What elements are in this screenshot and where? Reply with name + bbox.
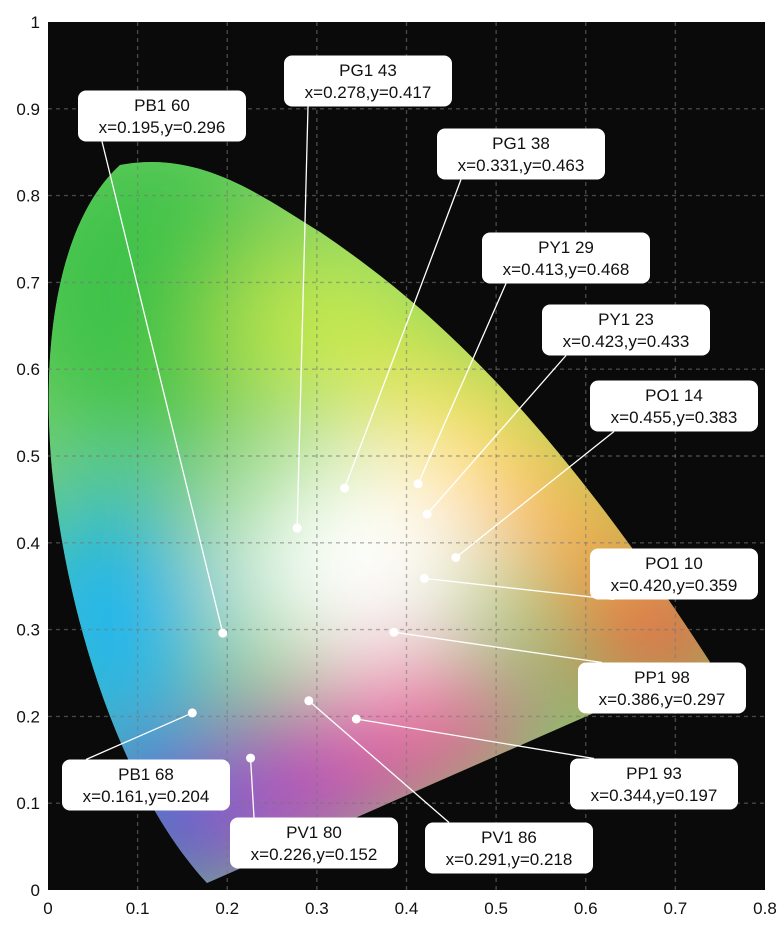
- point-coords: x=0.331,y=0.463: [458, 156, 585, 175]
- point-name: PB1 60: [134, 96, 190, 115]
- label-box: [542, 304, 710, 356]
- data-point: [246, 753, 256, 763]
- callout-py1-29: PY1 29 x=0.413,y=0.468: [413, 232, 650, 489]
- label-box: [62, 759, 230, 811]
- point-coords: x=0.161,y=0.204: [83, 787, 210, 806]
- leader-line: [85, 712, 193, 761]
- label-box: [578, 662, 746, 714]
- x-tick-label: 0.6: [574, 899, 598, 918]
- point-coords: x=0.291,y=0.218: [446, 850, 573, 869]
- data-point: [451, 553, 461, 563]
- point-coords: x=0.386,y=0.297: [599, 690, 726, 709]
- leader-line: [426, 355, 567, 515]
- callout-pv1-86: PV1 86 x=0.291,y=0.218: [304, 696, 593, 874]
- data-point: [187, 708, 197, 718]
- leader-line: [424, 577, 615, 601]
- leader-line: [393, 631, 603, 664]
- point-name: PV1 80: [286, 823, 342, 842]
- x-tick-label: 0.7: [664, 899, 688, 918]
- leader-line: [356, 718, 595, 760]
- x-tick-label: 0: [43, 899, 52, 918]
- label-box: [570, 758, 738, 810]
- point-name: PY1 29: [538, 238, 594, 257]
- data-point: [389, 627, 399, 637]
- point-name: PB1 68: [118, 765, 174, 784]
- label-box: [590, 548, 758, 600]
- leader-line: [249, 758, 255, 818]
- data-point: [351, 714, 361, 724]
- point-name: PV1 86: [481, 828, 537, 847]
- y-tick-label: 0.1: [16, 794, 40, 813]
- y-tick-label: 0.9: [16, 100, 40, 119]
- y-tick-label: 0: [31, 881, 40, 900]
- data-point: [340, 483, 350, 493]
- y-tick-label: 0.2: [16, 707, 40, 726]
- x-tick-label: 0.3: [305, 899, 329, 918]
- leader-line: [344, 179, 462, 489]
- x-tick-label: 0.4: [395, 899, 419, 918]
- data-point: [304, 696, 314, 706]
- callout-py1-23: PY1 23 x=0.423,y=0.433: [422, 304, 710, 519]
- data-point: [422, 509, 432, 519]
- point-name: PY1 23: [598, 310, 654, 329]
- point-coords: x=0.344,y=0.197: [591, 786, 718, 805]
- point-coords: x=0.420,y=0.359: [611, 576, 738, 595]
- y-tick-label: 0.3: [16, 621, 40, 640]
- callout-po1-14: PO1 14 x=0.455,y=0.383: [451, 380, 758, 563]
- point-coords: x=0.226,y=0.152: [251, 845, 378, 864]
- x-tick-label: 0.5: [484, 899, 508, 918]
- x-tick-label: 0.8: [753, 899, 777, 918]
- y-tick-label: 0.7: [16, 273, 40, 292]
- leader-line: [296, 106, 309, 529]
- point-name: PG1 43: [339, 61, 397, 80]
- point-coords: x=0.195,y=0.296: [99, 118, 226, 137]
- point-coords: x=0.423,y=0.433: [563, 332, 690, 351]
- callout-pp1-93: PP1 93 x=0.344,y=0.197: [351, 714, 738, 810]
- callout-pv1-80: PV1 80 x=0.226,y=0.152: [230, 753, 398, 869]
- callout-pg1-38: PG1 38 x=0.331,y=0.463: [340, 128, 605, 493]
- data-point: [218, 628, 228, 638]
- label-box: [482, 232, 650, 284]
- callout-po1-10: PO1 10 x=0.420,y=0.359: [419, 548, 758, 601]
- x-tick-label: 0.2: [215, 899, 239, 918]
- data-point: [292, 523, 302, 533]
- callout-pb1-60: PB1 60 x=0.195,y=0.296: [78, 90, 246, 638]
- leader-line: [101, 141, 224, 634]
- point-name: PP1 93: [626, 764, 682, 783]
- x-axis-ticks: 0 0.1 0.2 0.3 0.4 0.5 0.6 0.7 0.8: [43, 899, 777, 918]
- grid: [48, 22, 765, 890]
- callouts: PB1 60 x=0.195,y=0.296 PG1 43 x=0.278,y=0.4…: [62, 55, 758, 874]
- leader-line: [455, 430, 615, 559]
- point-name: PP1 98: [634, 668, 690, 687]
- data-point: [413, 479, 423, 489]
- leader-line: [308, 700, 450, 823]
- y-tick-label: 0.6: [16, 360, 40, 379]
- label-box: [590, 380, 758, 432]
- label-box: [230, 817, 398, 869]
- point-coords: x=0.278,y=0.417: [305, 83, 432, 102]
- x-tick-label: 0.1: [126, 899, 150, 918]
- point-coords: x=0.413,y=0.468: [503, 260, 630, 279]
- label-box: [78, 90, 246, 142]
- leader-line: [417, 283, 507, 485]
- y-tick-label: 1: [31, 13, 40, 32]
- callout-pb1-68: PB1 68 x=0.161,y=0.204: [62, 708, 230, 811]
- point-name: PO1 14: [645, 386, 703, 405]
- label-box: [437, 128, 605, 180]
- y-axis-ticks: 0 0.1 0.2 0.3 0.4 0.5 0.6 0.7 0.8 0.9 1: [16, 13, 40, 900]
- y-tick-label: 0.5: [16, 447, 40, 466]
- point-name: PG1 38: [492, 134, 550, 153]
- point-coords: x=0.455,y=0.383: [611, 408, 738, 427]
- y-tick-label: 0.4: [16, 534, 40, 553]
- y-tick-label: 0.8: [16, 187, 40, 206]
- data-point: [419, 573, 429, 583]
- label-box: [284, 55, 452, 107]
- point-name: PO1 10: [645, 554, 703, 573]
- callout-pp1-98: PP1 98 x=0.386,y=0.297: [389, 627, 746, 714]
- callout-pg1-43: PG1 43 x=0.278,y=0.417: [284, 55, 452, 533]
- label-box: [425, 822, 593, 874]
